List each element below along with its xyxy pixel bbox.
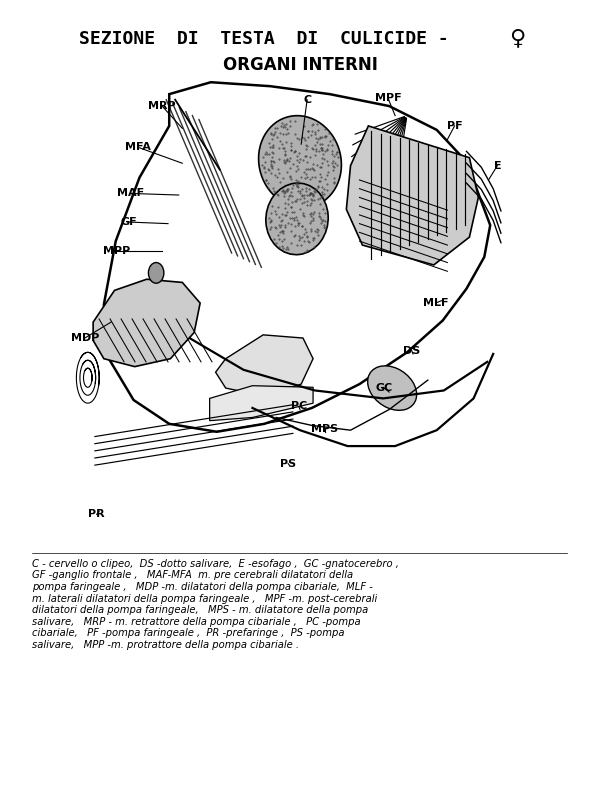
Text: E: E	[494, 161, 501, 170]
Text: ♀: ♀	[509, 29, 525, 49]
Polygon shape	[215, 335, 313, 396]
Text: PR: PR	[88, 510, 105, 519]
Text: MFA: MFA	[125, 142, 151, 152]
Ellipse shape	[266, 183, 328, 254]
Text: MAF: MAF	[117, 189, 144, 198]
Circle shape	[148, 262, 164, 283]
Text: DS: DS	[403, 346, 421, 356]
Text: MDP: MDP	[71, 333, 99, 343]
Text: MLF: MLF	[423, 298, 448, 308]
Text: MPF: MPF	[374, 93, 401, 103]
Text: GF: GF	[121, 217, 137, 227]
Text: PS: PS	[280, 458, 296, 469]
Text: C: C	[303, 94, 311, 105]
Ellipse shape	[368, 366, 416, 410]
Text: ORGANI INTERNI: ORGANI INTERNI	[223, 56, 377, 74]
Text: PC: PC	[290, 402, 307, 411]
Polygon shape	[209, 386, 313, 421]
Ellipse shape	[259, 116, 341, 208]
Text: MPP: MPP	[103, 246, 131, 256]
Text: C - cervello o clipeo,  DS -dotto salivare,  E -esofago ,  GC -gnatocerebro ,
GF: C - cervello o clipeo, DS -dotto salivar…	[32, 559, 400, 650]
Polygon shape	[93, 279, 200, 366]
Polygon shape	[104, 82, 490, 432]
Text: MRP: MRP	[148, 101, 176, 111]
Text: GC: GC	[376, 383, 393, 393]
Text: PF: PF	[447, 121, 463, 131]
Polygon shape	[346, 126, 478, 265]
Text: MPS: MPS	[311, 423, 338, 434]
Text: SEZIONE  DI  TESTA  DI  CULICIDE -: SEZIONE DI TESTA DI CULICIDE -	[79, 30, 449, 47]
